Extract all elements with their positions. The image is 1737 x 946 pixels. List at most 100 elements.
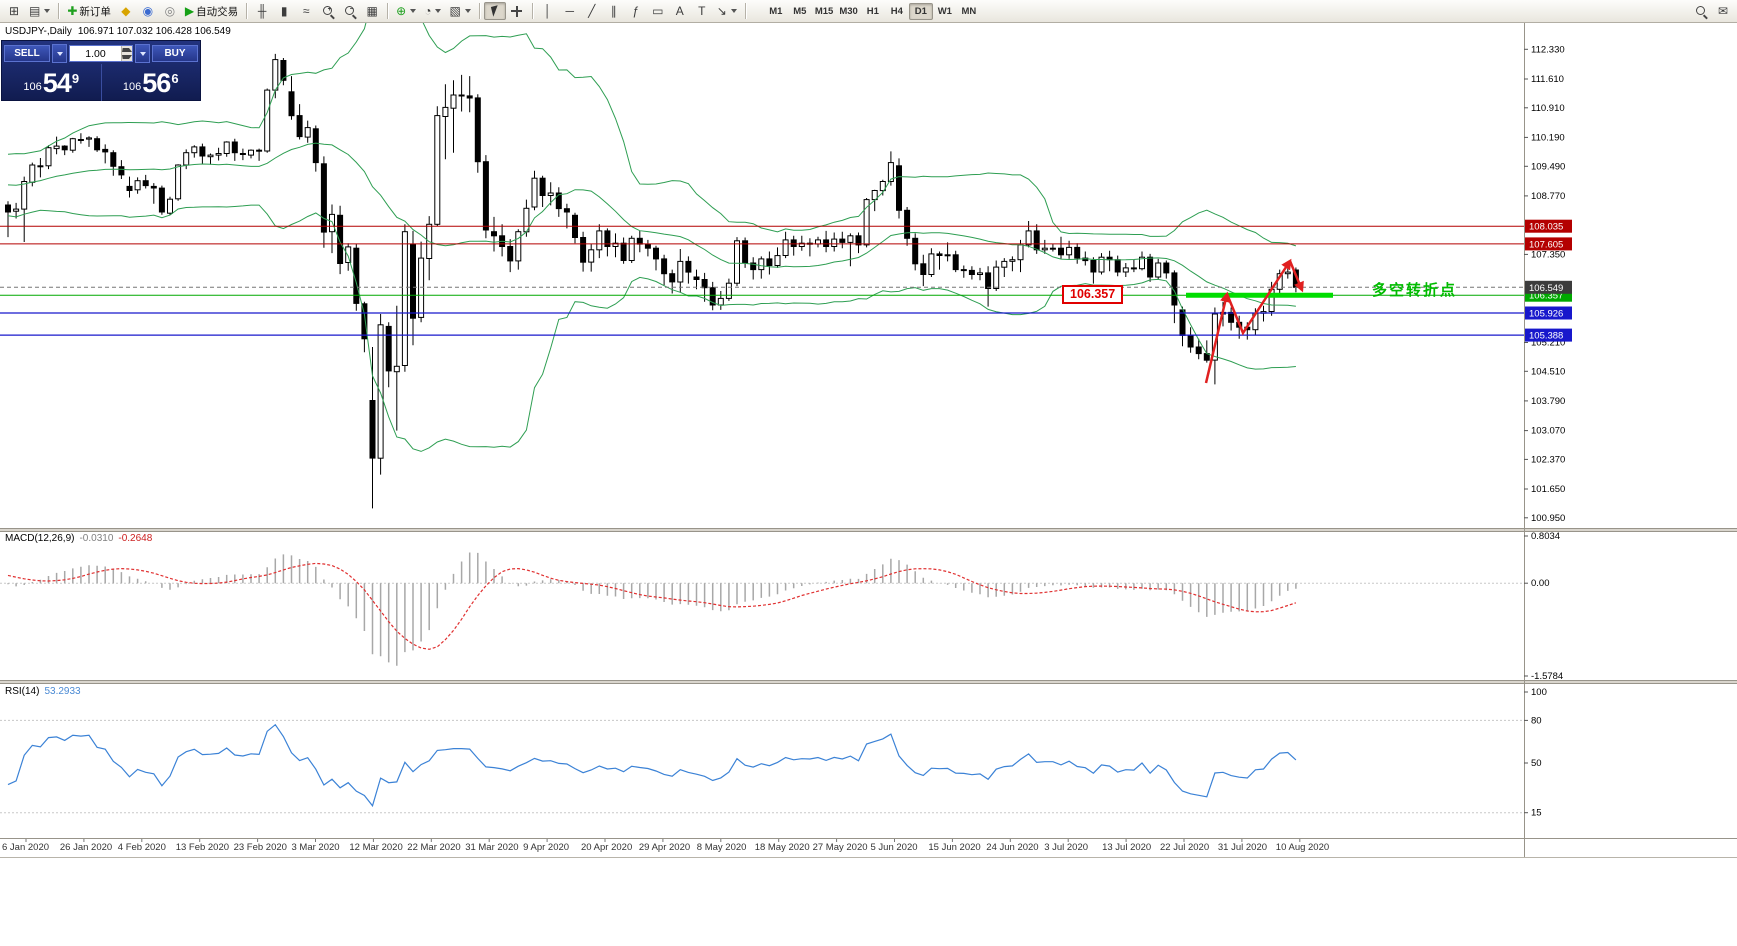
rsi-axis-label: 15 — [1531, 808, 1542, 819]
panel-separator[interactable] — [0, 681, 1737, 683]
line-chart-button[interactable]: ≈ — [295, 2, 317, 20]
trend-arrow-1[interactable] — [1204, 291, 1231, 384]
templates-button[interactable]: ▧ — [445, 2, 474, 20]
indicators-icon: ⊕ — [396, 4, 407, 18]
price-axis-label: 103.790 — [1531, 396, 1565, 407]
buy-button[interactable]: BUY — [152, 45, 198, 62]
horizontal-line-tool-button[interactable]: ─ — [559, 2, 581, 20]
date-axis-label: 5 Jun 2020 — [871, 842, 918, 853]
sell-options-dropdown[interactable] — [52, 44, 67, 63]
turning-point-annotation[interactable]: 多空转折点 — [1372, 282, 1458, 299]
timeframe-m30-button[interactable]: M30 — [836, 3, 860, 20]
crosshair-tool-button[interactable] — [506, 2, 528, 20]
date-axis-label: 13 Feb 2020 — [176, 842, 229, 853]
timeframe-w1-button[interactable]: W1 — [933, 3, 957, 20]
channel-tool-icon: ∥ — [610, 4, 617, 18]
periods-button[interactable]: ◔ — [420, 2, 445, 20]
chevron-down-icon — [56, 51, 63, 56]
text-label-tool-button[interactable]: T — [691, 2, 713, 20]
price-line-label: 107.605 — [1529, 239, 1563, 250]
macd-name: MACD(12,26,9) — [5, 533, 75, 544]
new-order-button[interactable]: ✚ 新订单 — [63, 2, 115, 20]
shapes-tool-button[interactable]: ▭ — [647, 2, 669, 20]
volume-down-button[interactable] — [121, 53, 132, 61]
crosshair-tool-icon — [510, 5, 523, 18]
toolbar-separator — [58, 3, 60, 19]
macd-histogram — [7, 552, 1297, 666]
bid-pips: 54 — [42, 68, 72, 99]
timeframe-toolbar: M1 M5 M15 M30 H1 H4 D1 W1 MN — [764, 2, 981, 20]
autotrading-button[interactable]: ▶ 自动交易 — [181, 2, 242, 20]
candle-wicks — [7, 53, 1297, 509]
bid-big-figure: 106 — [23, 81, 42, 94]
sell-button[interactable]: SELL — [4, 45, 50, 62]
trendline-tool-button[interactable]: ╱ — [581, 2, 603, 20]
rsi-indicator-label: RSI(14) 53.2933 — [5, 686, 86, 697]
toolbar-right-group: ✉ — [1690, 2, 1734, 20]
profiles-button[interactable]: ▤ — [25, 2, 54, 20]
zoom-in-button[interactable]: + — [317, 2, 339, 20]
volume-field — [69, 45, 133, 62]
messages-button[interactable]: ✉ — [1712, 2, 1734, 20]
bull-candles — [13, 59, 1291, 459]
trend-arrow-3[interactable] — [1288, 260, 1304, 293]
market-watch-button[interactable]: ◉ — [137, 2, 159, 20]
cursor-tool-button[interactable] — [483, 2, 506, 20]
arrows-tool-button[interactable]: ↘ — [713, 2, 741, 20]
templates-icon: ▧ — [449, 4, 461, 18]
current-price-label: 106.549 — [1529, 283, 1563, 294]
toolbar-separator — [478, 3, 480, 19]
timeframe-d1-button[interactable]: D1 — [908, 2, 933, 20]
price-line-label-box — [1525, 237, 1572, 251]
zoom-out-button[interactable]: − — [339, 2, 361, 20]
buy-options-dropdown[interactable] — [135, 44, 150, 63]
timeframe-m15-button[interactable]: M15 — [812, 3, 836, 20]
indicators-button[interactable]: ⊕ — [392, 2, 420, 20]
chevron-down-icon — [435, 9, 442, 13]
toolbar-separator — [387, 3, 389, 19]
rsi-axis-label: 80 — [1531, 715, 1542, 726]
new-chart-icon: ⊞ — [8, 4, 20, 18]
channel-tool-button[interactable]: ∥ — [603, 2, 625, 20]
text-tool-icon: A — [675, 4, 684, 18]
chevron-down-icon — [464, 9, 471, 13]
market-watch-icon: ◉ — [142, 4, 154, 18]
price-scale[interactable]: 112.330 111.610 110.910 110.190 109.490 108.7… — [1524, 44, 1572, 524]
candlestick-chart-button[interactable]: ▮ — [273, 2, 295, 20]
tile-windows-button[interactable]: ▦ — [361, 2, 383, 20]
search-button[interactable] — [1690, 2, 1712, 20]
rsi-name: RSI(14) — [5, 686, 40, 697]
timeframe-mn-button[interactable]: MN — [957, 3, 981, 20]
volume-up-button[interactable] — [121, 46, 132, 54]
timeframe-h4-button[interactable]: H4 — [885, 3, 909, 20]
community-button[interactable]: ◎ — [159, 2, 181, 20]
date-axis-label: 31 Jul 2020 — [1218, 842, 1267, 853]
toolbar-separator — [744, 3, 746, 19]
price-callout-box[interactable]: 106.357 — [1062, 285, 1124, 304]
bar-chart-button[interactable]: ╫ — [251, 2, 273, 20]
community-icon: ◎ — [164, 4, 176, 18]
ask-price[interactable]: 106 56 6 — [102, 64, 201, 101]
trend-arrow-2[interactable] — [1225, 258, 1292, 336]
text-tool-button[interactable]: A — [669, 2, 691, 20]
timeframe-h1-button[interactable]: H1 — [861, 3, 885, 20]
timeframe-m1-button[interactable]: M1 — [764, 3, 788, 20]
timeframe-m5-button[interactable]: M5 — [788, 3, 812, 20]
price-line-label: 105.926 — [1529, 309, 1563, 320]
date-axis-label: 4 Feb 2020 — [118, 842, 166, 853]
volume-input[interactable] — [70, 46, 121, 61]
horizontal-line-tool-icon: ─ — [565, 4, 575, 18]
bid-price[interactable]: 106 54 9 — [2, 64, 102, 101]
symbol-period-label: USDJPY-,Daily — [5, 26, 72, 37]
fibonacci-tool-button[interactable]: ƒ — [625, 2, 647, 20]
date-axis[interactable]: 6 Jan 2020 26 Jan 2020 4 Feb 2020 13 Feb 20… — [2, 839, 1329, 853]
trade-panel-controls: SELL BUY — [2, 41, 200, 64]
new-chart-button[interactable]: ⊞ — [3, 2, 25, 20]
vertical-line-tool-button[interactable]: │ — [537, 2, 559, 20]
panel-separator[interactable] — [0, 529, 1737, 531]
metaeditor-button[interactable]: ◆ — [115, 2, 137, 20]
ask-pips: 56 — [142, 68, 171, 99]
line-chart-icon: ≈ — [302, 4, 310, 18]
date-axis-label: 12 Mar 2020 — [349, 842, 402, 853]
macd-signal-value: -0.2648 — [118, 533, 153, 544]
